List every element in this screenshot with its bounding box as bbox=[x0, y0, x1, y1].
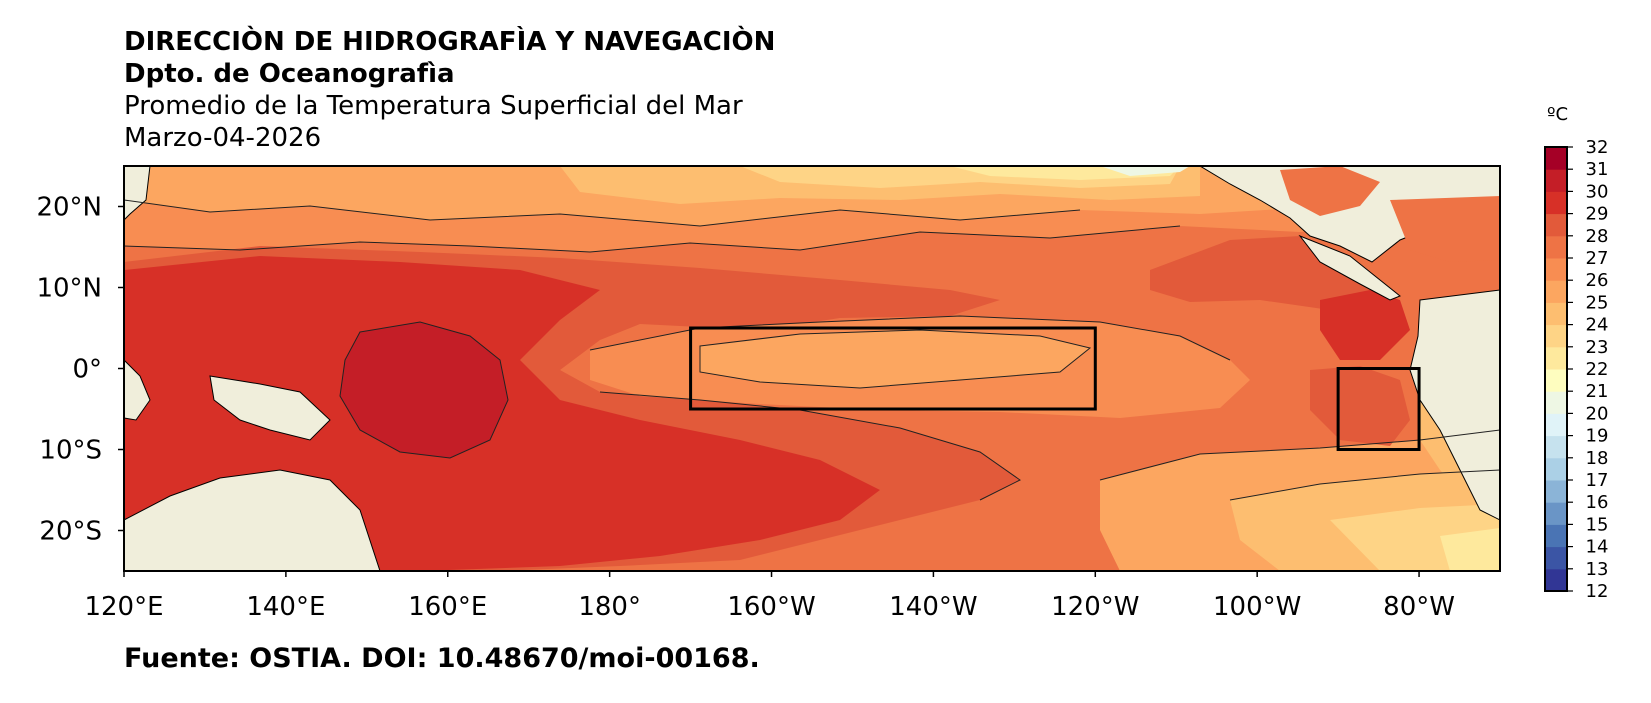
lat-tick-label: 20°S bbox=[39, 517, 102, 547]
title-institution: DIRECCIÒN DE HIDROGRAFÌA Y NAVEGACIÒN bbox=[124, 27, 776, 57]
colorbar-tick-label: 13 bbox=[1586, 559, 1609, 580]
sst-box-region-29 bbox=[1310, 366, 1410, 446]
title-description: Promedio de la Temperatura Superficial d… bbox=[124, 91, 743, 121]
region-box-1 bbox=[689, 326, 1097, 411]
colorbar-tick-label: 22 bbox=[1586, 359, 1609, 380]
colorbar-segment bbox=[1545, 346, 1567, 370]
sst-cold-tongue-26 bbox=[700, 330, 1090, 388]
data-source: Fuente: OSTIA. DOI: 10.48670/moi-00168. bbox=[124, 643, 760, 674]
colorbar-tick-label: 25 bbox=[1586, 292, 1609, 313]
lon-tick-label: 120°W bbox=[1051, 592, 1139, 622]
land-borneo bbox=[124, 359, 151, 421]
latitude-axis: 20°N 10°N 0° 10°S 20°S bbox=[36, 193, 124, 547]
colorbar-segment bbox=[1545, 302, 1567, 326]
colorbar-segment bbox=[1545, 435, 1567, 459]
colorbar-segment bbox=[1545, 169, 1567, 192]
colorbar-segment bbox=[1545, 191, 1567, 215]
colorbar-segment bbox=[1545, 213, 1567, 237]
lon-tick-label: 160°W bbox=[727, 592, 815, 622]
colorbar-tick-label: 30 bbox=[1586, 181, 1609, 202]
colorbar-segment bbox=[1545, 568, 1567, 592]
colorbar-segment bbox=[1545, 324, 1567, 348]
colorbar-unit: ºC bbox=[1547, 104, 1569, 125]
region-boxes bbox=[689, 326, 1421, 451]
land-caribbean-water bbox=[1390, 196, 1500, 262]
colorbar-segment bbox=[1545, 480, 1567, 503]
colorbar-tick-label: 16 bbox=[1586, 492, 1609, 513]
colorbar-tick-label: 18 bbox=[1586, 448, 1609, 469]
land-australia bbox=[124, 469, 381, 571]
lat-tick-label: 20°N bbox=[36, 193, 102, 223]
colorbar-tick-label: 21 bbox=[1586, 381, 1609, 402]
land-north-america bbox=[1199, 166, 1500, 263]
colorbar-segment bbox=[1545, 147, 1567, 170]
land-new-guinea bbox=[209, 375, 331, 441]
land-gulf-water bbox=[1280, 166, 1380, 216]
colorbar: 1213141516171819202122232425262728293031… bbox=[1544, 137, 1609, 602]
land-asia-philippines bbox=[124, 166, 151, 221]
lat-tick-label: 10°S bbox=[39, 436, 102, 466]
lon-tick-label: 120°E bbox=[84, 592, 163, 622]
colorbar-tick-label: 19 bbox=[1586, 426, 1609, 447]
land-south-america bbox=[1409, 289, 1500, 521]
colorbar-tick-label: 17 bbox=[1586, 470, 1609, 491]
colorbar-tick-label: 15 bbox=[1586, 514, 1609, 535]
colorbar-tick-label: 32 bbox=[1586, 137, 1609, 158]
colorbar-tick-label: 20 bbox=[1586, 403, 1609, 424]
colorbar-segment bbox=[1545, 524, 1567, 548]
colorbar-tick-label: 14 bbox=[1586, 537, 1609, 558]
lon-tick-label: 160°E bbox=[408, 592, 487, 622]
colorbar-segment bbox=[1545, 280, 1567, 303]
colorbar-tick-label: 28 bbox=[1586, 226, 1609, 247]
colorbar-tick-label: 29 bbox=[1586, 204, 1609, 225]
colorbar-segment bbox=[1545, 391, 1567, 414]
sst-panama-30 bbox=[1320, 290, 1410, 360]
colorbar-segment bbox=[1545, 502, 1567, 525]
longitude-axis: 120°E 140°E 160°E 180° 160°W 140°W 120°W 100°W 8… bbox=[84, 571, 1455, 622]
title-date: Marzo-04-2026 bbox=[124, 123, 322, 153]
lon-tick-label: 140°W bbox=[889, 592, 977, 622]
sst-se-23 bbox=[1440, 528, 1500, 571]
lon-tick-label: 100°W bbox=[1213, 592, 1301, 622]
region-box-2 bbox=[1336, 367, 1421, 451]
lon-tick-label: 140°E bbox=[246, 592, 325, 622]
colorbar-segment bbox=[1545, 413, 1567, 437]
colorbar-segment bbox=[1545, 546, 1567, 570]
colorbar-tick-label: 31 bbox=[1586, 159, 1609, 180]
colorbar-segment bbox=[1545, 235, 1567, 259]
lat-tick-label: 10°N bbox=[36, 274, 102, 304]
colorbar-tick-label: 27 bbox=[1586, 248, 1609, 269]
colorbar-segment bbox=[1545, 457, 1567, 481]
colorbar-tick-label: 24 bbox=[1586, 315, 1609, 336]
colorbar-tick-label: 12 bbox=[1586, 581, 1609, 602]
title-department: Dpto. de Oceanografìa bbox=[124, 59, 455, 89]
land-central-america bbox=[1298, 234, 1401, 301]
colorbar-tick-label: 23 bbox=[1586, 337, 1609, 358]
sst-band-21 bbox=[1100, 166, 1190, 176]
colorbar-segment bbox=[1545, 369, 1567, 392]
colorbar-tick-label: 26 bbox=[1586, 270, 1609, 291]
lon-tick-label: 80°W bbox=[1383, 592, 1455, 622]
lat-tick-label: 0° bbox=[72, 355, 102, 385]
colorbar-segment bbox=[1545, 258, 1567, 281]
lon-tick-label: 180° bbox=[578, 592, 641, 622]
sst-band-31 bbox=[340, 322, 508, 458]
